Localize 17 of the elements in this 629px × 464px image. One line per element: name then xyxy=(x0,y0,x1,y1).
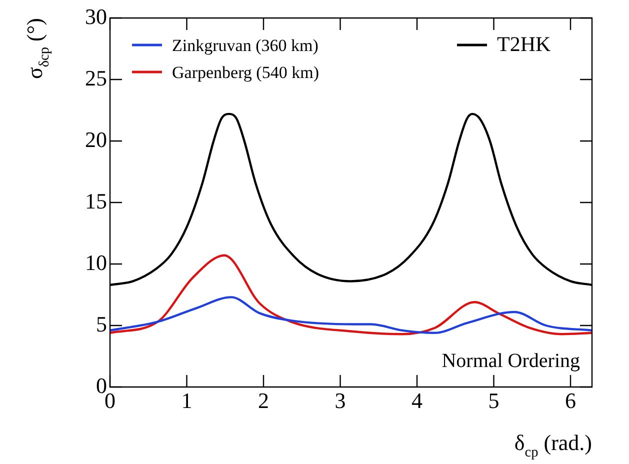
legend-label: Zinkgruvan (360 km) xyxy=(172,36,318,55)
y-tick-label: 10 xyxy=(85,250,107,275)
y-tick-label: 5 xyxy=(96,311,107,336)
y-tick-label: 20 xyxy=(85,126,107,152)
y-tick-label: 15 xyxy=(85,188,107,214)
x-tick-label: 3 xyxy=(334,388,346,413)
annotation: Normal Ordering xyxy=(442,350,580,372)
y-axis-title: σδcp (°) xyxy=(22,18,53,80)
legend-label: T2HK xyxy=(497,32,551,56)
y-tick-label: 25 xyxy=(85,65,107,90)
y-tick-label: 30 xyxy=(85,4,107,29)
x-tick-label: 5 xyxy=(488,388,500,413)
x-tick-label: 6 xyxy=(565,388,576,413)
x-tick-label: 2 xyxy=(258,388,270,413)
legend-label: Garpenberg (540 km) xyxy=(172,63,319,82)
x-tick-label: 1 xyxy=(181,388,192,413)
x-tick-label: 4 xyxy=(412,388,423,413)
